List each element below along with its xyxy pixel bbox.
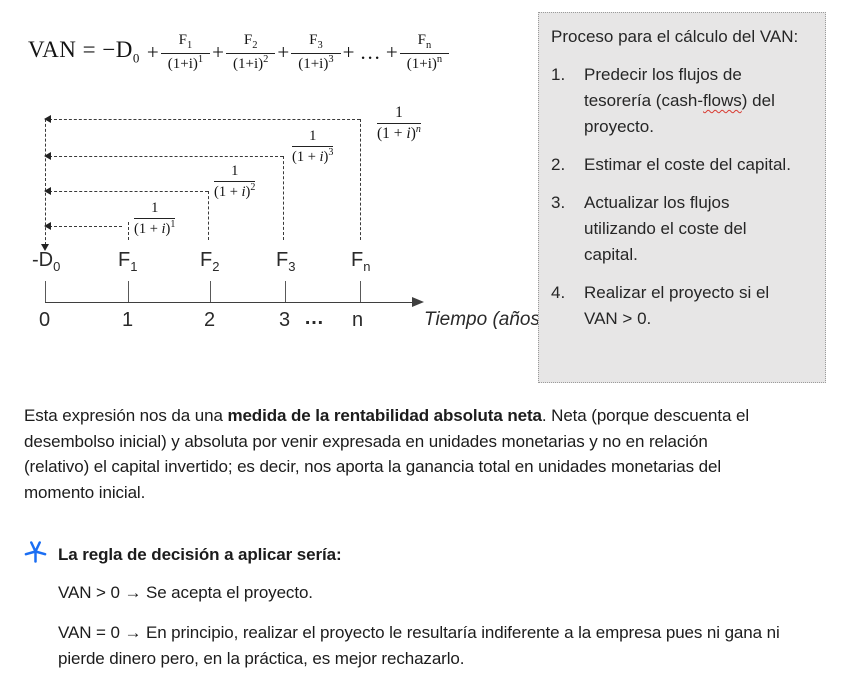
drop-line-3 [283,156,284,240]
down-arrow-icon [41,244,49,251]
process-step-4: 4. Realizar el proyecto si el VAN > 0. [551,280,813,332]
step-text: Realizar el proyecto si el VAN > 0. [584,283,770,328]
year-label-ellipsis: … [304,307,325,329]
discount-factor-label-3: 1 (1 + i)3 [292,128,334,165]
year-label-3: 3 [279,309,291,331]
plus-operator: + [212,39,224,64]
discount-line-1 [49,226,122,227]
step-text: Estimar el coste del capital. [584,155,791,174]
fraction-numerator: F3 [291,32,341,54]
paragraph-bold-phrase: medida de la rentabilidad absoluta neta [227,406,542,425]
fraction-denominator: (1+i)3 [298,53,334,72]
step-text: Actualizar los flujos utilizando el cost… [584,193,747,264]
year-label-n: n [352,309,364,331]
step-number: 1. [551,65,566,84]
formula-fraction-2: F2 (1+i)2 [225,32,276,73]
process-step-1: 1. Predecir los flujos de tesorería (cas… [551,62,813,140]
discount-line-n [49,119,360,120]
cashflow-label-f2: F2 [200,249,220,274]
plus-operator: + [146,39,159,64]
timeline-axis [45,302,413,303]
star-bullet-icon [24,541,47,563]
timeline-tick [285,281,286,302]
fraction-numerator: F1 [160,32,211,54]
step-number: 4. [551,283,566,302]
timeline-tick [360,281,361,302]
formula-fraction-n: Fn (1+i)n [399,32,450,73]
discount-factor-label-2: 1 (1 + i)2 [214,163,256,200]
timeline-tick [45,281,46,302]
step-number: 2. [551,155,566,174]
left-arrow-icon [44,115,51,123]
step-number: 3. [551,193,566,212]
process-box-title: Proceso para el cálculo del VAN: [551,27,799,46]
timeline-tick [128,281,129,302]
left-arrow-icon [44,187,51,195]
year-label-1: 1 [122,309,134,331]
decision-rule-heading: La regla de decisión a aplicar sería: [58,545,342,564]
formula-lhs: VAN = −D0 [28,37,140,67]
fraction-denominator: (1+i)2 [232,53,269,72]
discount-line-3 [49,156,283,157]
plus-operator: + [277,39,290,64]
cashflow-label-fn: Fn [351,249,371,274]
drop-line-2 [208,191,209,240]
van-formula: VAN = −D0 + F1 (1+i)1 + F2 (1+i)2 + F3 (… [28,32,450,73]
present-value-axis-dashed-line [45,119,46,245]
formula-fraction-3: F3 (1+i)3 [291,32,341,73]
formula-lhs-subscript: 0 [132,51,140,67]
ellipsis-plus-operator: + … + [342,39,398,64]
cashflow-label-f3: F3 [276,249,296,274]
year-label-2: 2 [204,309,216,331]
discount-factor-label-n: 1 (1 + i)n [377,104,421,143]
axis-arrow-icon [412,297,424,307]
timeline-tick [210,281,211,302]
discount-factor-label-1: 1 (1 + i)1 [134,200,176,237]
paragraph-lead: Esta expresión nos da una [24,406,228,425]
axis-title: Tiempo (años) [424,309,547,330]
formula-fraction-1: F1 (1+i)1 [160,32,211,73]
process-step-2: 2. Estimar el coste del capital. [551,152,813,178]
left-arrow-icon [44,152,51,160]
drop-line-1 [128,222,129,240]
process-step-3: 3. Actualizar los flujos utilizando el c… [551,190,813,268]
decision-rule-accept: VAN > 0 → Se acepta el proyecto. [58,583,313,602]
cashflow-label-f1: F1 [118,249,138,274]
decision-rule-indifferent: VAN = 0 → En principio, realizar el proy… [58,623,780,668]
fraction-numerator: F2 [225,32,276,54]
left-arrow-icon [44,222,51,230]
formula-lhs-text: VAN = −D [28,37,133,63]
step-text: Predecir los flujos de tesorería (cash-f… [584,65,775,136]
process-box: Proceso para el cálculo del VAN: 1. Pred… [538,12,826,383]
explanation-paragraph: Esta expresión nos da una medida de la r… [24,403,750,505]
drop-line-n [360,119,361,240]
cashflow-label-d0: -D0 [32,249,61,274]
fraction-denominator: (1+i)n [406,53,443,72]
year-label-0: 0 [39,309,51,331]
discount-line-2 [49,191,208,192]
fraction-denominator: (1+i)1 [167,53,204,72]
paragraph-rest: . Neta (porque descuenta el desembolso i… [24,406,749,502]
spellcheck-underlined-word: flows [703,91,742,110]
fraction-numerator: Fn [399,32,450,54]
